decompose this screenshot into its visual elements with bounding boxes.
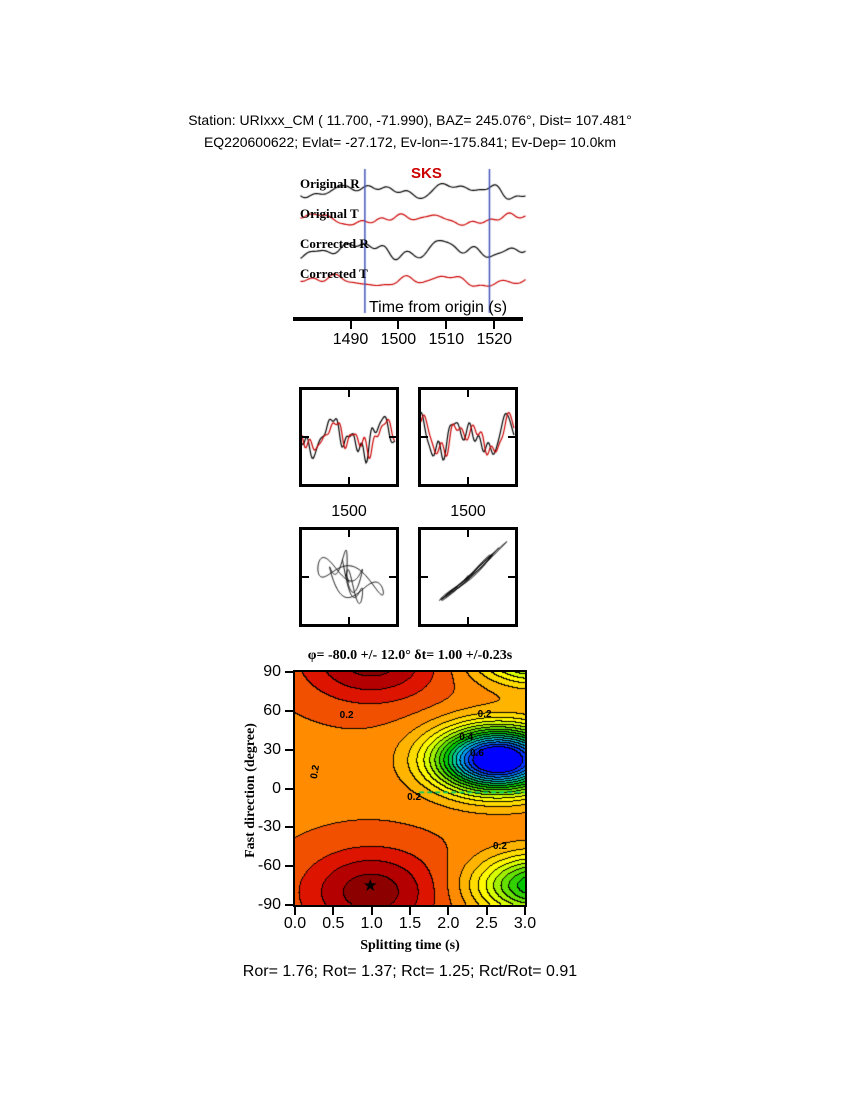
pair-waveform-box-2	[418, 387, 518, 487]
time-axis-tick-label: 1500	[380, 331, 417, 348]
contour-label: 0.4	[459, 732, 474, 744]
trace-label-original-t: Original T	[300, 206, 359, 221]
axis-tick	[348, 390, 350, 397]
station-info: Station: URIxxx_CM ( 11.700, -71.990), B…	[188, 112, 632, 128]
axis-tick	[348, 530, 350, 537]
contour-canvas	[295, 672, 525, 905]
axis-tick	[302, 576, 309, 578]
axis-tick	[508, 436, 515, 438]
x-axis-tick	[332, 907, 335, 915]
x-axis-tick	[409, 907, 411, 915]
contour-label: 0.2	[477, 709, 492, 720]
axis-tick	[389, 576, 396, 578]
y-axis-tick	[285, 709, 293, 712]
x-axis-tick-label: 2.0	[437, 915, 460, 932]
y-axis-tick-label: 30	[263, 740, 281, 758]
event-info: EQ220600622; Evlat= -27.172, Ev-lon=-175…	[203, 134, 617, 150]
axis-tick	[467, 617, 469, 624]
time-axis-line	[293, 317, 523, 321]
x-axis-tick	[447, 907, 450, 915]
y-axis-tick	[285, 748, 293, 751]
x-axis-tick-label: 2.5	[475, 915, 498, 932]
y-axis-tick	[285, 787, 293, 790]
time-axis-tick	[493, 321, 496, 329]
x-axis-tick	[370, 907, 373, 915]
splitting-result-title: φ= -80.0 +/- 12.0° δt= 1.00 +/-0.23s	[307, 648, 513, 663]
hodogram-canvas-1	[302, 530, 396, 624]
y-axis-tick	[285, 826, 293, 829]
axis-tick	[467, 390, 469, 397]
time-axis-tick	[397, 321, 400, 329]
y-axis-tick-label: -90	[257, 896, 281, 913]
x-axis-tick-label: 1.5	[398, 915, 422, 932]
time-axis-title: Time from origin (s)	[368, 299, 508, 316]
time-axis-tick	[349, 321, 352, 329]
axis-tick	[302, 436, 309, 438]
axis-tick	[467, 477, 469, 484]
time-axis-tick-label: 1510	[428, 331, 465, 348]
best-fit-star: ★	[362, 876, 378, 896]
hodogram-box-1	[299, 527, 399, 627]
y-axis-tick-label: 90	[263, 663, 281, 680]
axis-tick	[389, 436, 396, 438]
axis-tick	[348, 617, 350, 624]
trace-label-corrected-r: Corrected R	[300, 236, 369, 251]
y-axis-tick-label: -30	[257, 818, 281, 836]
pair-waveform-canvas-2	[421, 390, 515, 484]
y-axis-tick	[285, 865, 293, 868]
pair-waveform-box-1	[299, 387, 399, 487]
axis-tick	[421, 576, 428, 578]
y-axis-tick-label: -60	[257, 857, 281, 875]
y-axis-tick-label: 60	[263, 701, 281, 719]
phase-label: SKS	[411, 165, 442, 182]
y-axis-tick	[285, 671, 293, 673]
time-axis-tick	[445, 321, 448, 329]
time-axis-tick-label: 1490	[332, 331, 369, 348]
contour-label: 0.6	[470, 747, 484, 759]
pair-waveform-canvas-1	[302, 390, 396, 484]
misfit-contour-plot: Fast direction (degree) Splitting time (…	[243, 663, 536, 953]
x-axis-title: Splitting time (s)	[360, 938, 460, 953]
trace-label-original-r: Original R	[300, 176, 360, 191]
pair-tick-label-1: 1500	[331, 503, 367, 520]
y-axis-tick-label: 0	[272, 779, 281, 797]
x-axis-tick	[294, 907, 296, 915]
x-axis-tick-label: 0.0	[283, 915, 307, 932]
x-axis-tick-label: 1.0	[360, 915, 383, 932]
quality-stats: Ror= 1.76; Rot= 1.37; Rct= 1.25; Rct/Rot…	[242, 963, 578, 980]
axis-tick	[348, 477, 350, 484]
x-axis-tick-label: 3.0	[513, 915, 537, 932]
x-axis-tick-label: 0.5	[322, 915, 345, 932]
pair-tick-label-2: 1500	[450, 503, 486, 520]
contour-label: 0.2	[493, 841, 507, 853]
y-axis-tick	[285, 904, 293, 906]
trace-label-corrected-t: Corrected T	[300, 266, 368, 281]
x-axis-tick	[485, 907, 488, 915]
axis-tick	[467, 530, 469, 537]
axis-tick	[508, 576, 515, 578]
time-axis-tick-label: 1520	[476, 331, 513, 348]
x-axis-tick	[524, 907, 526, 915]
waveform-panel: Original R Original T Corrected R Correc…	[293, 163, 530, 315]
hodogram-canvas-2	[421, 530, 515, 624]
waveform-canvas	[293, 163, 530, 315]
contour-label: 0.2	[407, 791, 422, 803]
contour-label: 0.2	[339, 710, 354, 722]
axis-tick	[421, 436, 428, 438]
hodogram-box-2	[418, 527, 518, 627]
